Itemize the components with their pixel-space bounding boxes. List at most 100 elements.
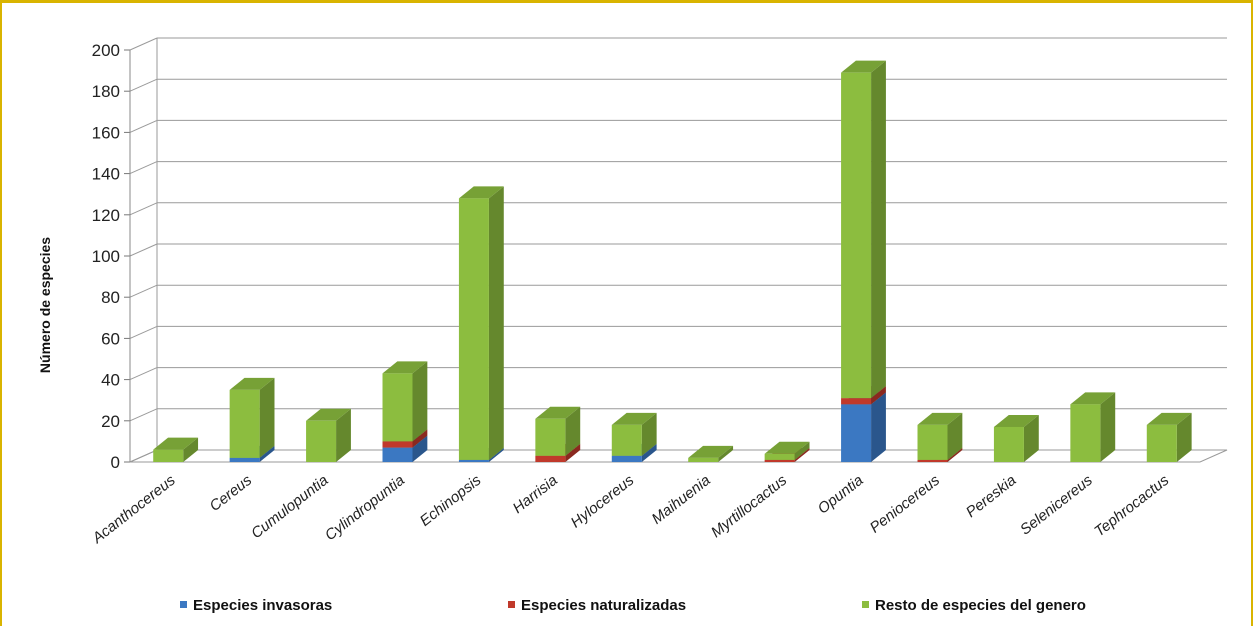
- bar-top-face: [306, 408, 351, 421]
- bar-cumulopuntia-resto-de-especies-del-genero: [306, 408, 351, 462]
- bar-front-face: [764, 453, 795, 460]
- bar-front-face: [382, 373, 413, 442]
- bar-top-face: [917, 412, 963, 425]
- bar-side-face: [947, 447, 963, 462]
- gridline-side: [129, 78, 158, 92]
- bar-side-face: [794, 441, 810, 460]
- bar-top-face: [535, 406, 581, 419]
- legend-item: Resto de especies del genero: [862, 597, 1086, 614]
- legend-swatch: [508, 601, 515, 608]
- bar-tephrocactus-resto-de-especies-del-genero: [1146, 412, 1192, 462]
- bar-front-face: [458, 459, 489, 462]
- bar-front-face: [611, 424, 642, 456]
- bar-side-face: [565, 406, 581, 456]
- bar-side-face: [259, 445, 275, 462]
- bar-top-face: [1070, 392, 1116, 405]
- label-layer: Acanthocereus CereusCumulopuntiaCylindrop…: [89, 471, 1173, 547]
- bar-side-face: [412, 429, 428, 448]
- gridline-side: [129, 408, 158, 422]
- bar-front-face: [917, 459, 948, 462]
- category-label: Selenicereus: [1017, 471, 1096, 538]
- bar-front-face: [535, 418, 566, 456]
- y-axis-title: Número de especies: [37, 237, 53, 373]
- bar-side-face: [871, 386, 886, 405]
- bar-top-face: [611, 412, 657, 425]
- gridline-side: [129, 325, 158, 339]
- category-label: Opuntia: [815, 472, 867, 518]
- bar-acanthocereus-resto-de-especies-del-genero: [153, 437, 199, 462]
- bar-front-face: [229, 389, 260, 458]
- bar-side-face: [259, 377, 275, 458]
- bar-top-face: [153, 437, 199, 450]
- gridline-side: [129, 37, 158, 51]
- legend-swatch: [862, 601, 869, 608]
- bar-front-face: [841, 398, 872, 405]
- category-label: Myrtillocactus: [708, 471, 790, 541]
- bar-front-face: [917, 424, 948, 460]
- legend: Especies invasoras Especies naturalizadas…: [180, 597, 1086, 614]
- legend-label: Especies invasoras: [193, 597, 332, 614]
- bar-front-face: [306, 420, 337, 462]
- bar-side-face: [1100, 392, 1116, 462]
- category-label: Cylindropuntia: [322, 472, 408, 544]
- legend-swatch: [180, 601, 187, 608]
- bar-side-face: [871, 392, 886, 462]
- category-label: Pereskia: [963, 472, 1019, 521]
- bar-front-face: [1070, 404, 1101, 462]
- y-tick-label: 180: [92, 82, 120, 101]
- legend-label: Especies naturalizadas: [521, 597, 686, 614]
- bar-top-face: [1146, 412, 1192, 425]
- bar-front-face: [458, 198, 489, 460]
- y-tick-label: 0: [111, 453, 120, 472]
- gridline-side: [129, 161, 158, 175]
- category-label: Peniocereus: [867, 471, 944, 536]
- bar-front-face: [764, 459, 795, 462]
- bar-echinopsis-resto-de-especies-del-genero: [458, 186, 504, 460]
- gridline-side: [129, 243, 158, 257]
- y-tick-label: 120: [92, 206, 120, 225]
- bar-side-face: [412, 435, 428, 462]
- y-tick-label: 60: [101, 329, 120, 348]
- bar-side-face: [336, 408, 351, 462]
- y-tick-label: 80: [101, 288, 120, 307]
- bar-hylocereus-resto-de-especies-del-genero: [611, 412, 657, 456]
- bar-side-face: [794, 447, 810, 462]
- bar-side-face: [1023, 414, 1039, 462]
- bar-front-face: [1146, 424, 1177, 462]
- y-tick-label: 160: [92, 123, 120, 142]
- bar-selenicereus-resto-de-especies-del-genero: [1070, 392, 1116, 462]
- bar-front-face: [611, 455, 642, 462]
- bar-front-face: [535, 455, 566, 462]
- bar-opuntia-resto-de-especies-del-genero: [841, 60, 886, 399]
- bar-front-face: [841, 72, 872, 399]
- bar-peniocereus-resto-de-especies-del-genero: [917, 412, 963, 460]
- y-tick-label: 40: [101, 371, 120, 390]
- legend-label: Resto de especies del genero: [875, 597, 1086, 614]
- bar-front-face: [688, 457, 719, 462]
- bar-top-face: [841, 60, 886, 73]
- bar-top-face: [764, 441, 810, 454]
- legend-item: Especies naturalizadas: [508, 597, 686, 614]
- bar-side-face: [947, 412, 963, 460]
- y-tick-label: 100: [92, 247, 120, 266]
- bar-front-face: [993, 426, 1024, 462]
- bar-side-face: [641, 412, 657, 456]
- bar-front-face: [841, 404, 872, 462]
- y-tick-label: 140: [92, 165, 120, 184]
- bar-front-face: [382, 447, 413, 462]
- bar-layer: [153, 60, 1192, 462]
- bar-cylindropuntia-resto-de-especies-del-genero: [382, 361, 428, 442]
- bar-top-face: [229, 377, 275, 390]
- category-label: Harrisia: [510, 472, 561, 517]
- bar-side-face: [565, 443, 581, 462]
- category-label: Cumulopuntia: [248, 472, 331, 542]
- bar-side-face: [641, 443, 657, 462]
- bar-side-face: [183, 437, 199, 462]
- bar-side-face: [1176, 412, 1192, 462]
- bar-harrisia-resto-de-especies-del-genero: [535, 406, 581, 456]
- category-label: Tephrocactus: [1091, 471, 1172, 540]
- bar-myrtillocactus-resto-de-especies-del-genero: [764, 441, 810, 460]
- gridline-side: [129, 119, 158, 133]
